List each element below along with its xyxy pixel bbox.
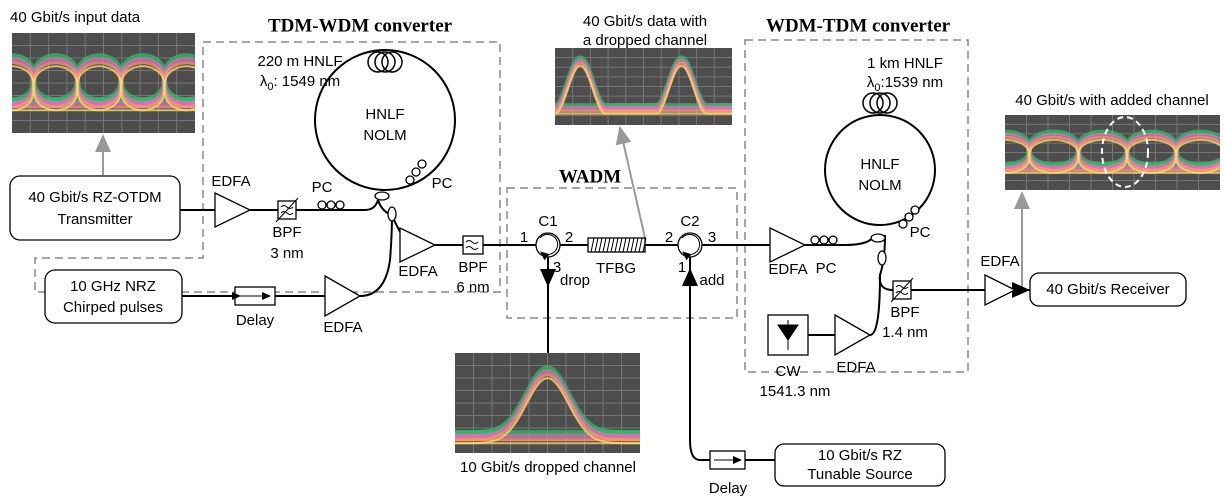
label: 2	[565, 229, 573, 246]
label: PC	[910, 224, 931, 241]
monitor-arrow	[620, 128, 645, 238]
label: 3 nm	[270, 245, 303, 262]
box-label: 40 Gbit/s RZ-OTDM	[28, 189, 161, 206]
label: EDFA	[980, 253, 1019, 270]
cw-laser	[768, 315, 808, 355]
label: λ0: 1549 nm	[260, 73, 340, 93]
eye-label: 40 Gbit/s with added channel	[1015, 92, 1208, 109]
eye-diagram	[455, 353, 640, 453]
eye-diagram	[555, 48, 732, 125]
label: BPF	[272, 224, 301, 241]
label: 1	[520, 229, 528, 246]
label: 2	[665, 229, 673, 246]
label: 1	[678, 259, 686, 276]
label: C1	[538, 213, 557, 230]
box-label: 10 GHz NRZ	[70, 278, 156, 295]
label: BPF	[458, 259, 487, 276]
label: PC	[312, 179, 333, 196]
label: HNLF	[860, 156, 899, 173]
label: add	[699, 272, 724, 289]
label: HNLF	[365, 106, 404, 123]
label: EDFA	[398, 263, 437, 280]
label: EDFA	[211, 173, 250, 190]
label: EDFA	[836, 359, 875, 376]
label: : 1549 nm	[273, 73, 340, 90]
box-label: 10 Gbit/s RZ	[818, 447, 902, 464]
eye-diagram	[1005, 115, 1220, 190]
eye-label: 40 Gbit/s data with	[583, 13, 707, 30]
label: :1539 nm	[881, 74, 944, 91]
label: 1.4 nm	[882, 324, 928, 341]
label: Delay	[709, 480, 748, 497]
label: PC	[432, 175, 453, 192]
grating	[588, 238, 646, 252]
box-label: Transmitter	[57, 211, 132, 228]
label: 1 km HNLF	[867, 55, 943, 72]
label: 6 nm	[456, 279, 489, 296]
box-label: 40 Gbit/s Receiver	[1046, 281, 1169, 298]
eye-label: 40 Gbit/s input data	[10, 9, 141, 26]
label: EDFA	[768, 261, 807, 278]
label: TFBG	[596, 260, 636, 277]
label: PC	[816, 260, 837, 277]
box-label: Chirped pulses	[63, 299, 163, 316]
label: NOLM	[858, 177, 901, 194]
label: 220 m HNLF	[257, 53, 342, 70]
section-title: WDM-TDM converter	[766, 15, 951, 36]
label: C2	[680, 213, 699, 230]
label: EDFA	[323, 319, 362, 336]
label: BPF	[890, 304, 919, 321]
section-title: TDM-WDM converter	[268, 15, 453, 36]
eye-diagram	[12, 33, 195, 133]
label: 1541.3 nm	[760, 383, 831, 400]
coupler	[375, 192, 886, 265]
label: NOLM	[363, 127, 406, 144]
label: drop	[560, 272, 590, 289]
label: 3	[708, 229, 716, 246]
eye-label: 10 Gbit/s dropped channel	[460, 459, 636, 476]
label: λ0:1539 nm	[867, 74, 943, 94]
label: CW	[776, 363, 802, 380]
diagram: 40 Gbit/s input data 40 Gbit/s data with…	[0, 0, 1224, 499]
eye-label: a dropped channel	[583, 32, 707, 49]
section-title: WADM	[559, 166, 621, 187]
label: Delay	[236, 312, 275, 329]
transmitter-box	[10, 176, 180, 240]
box-label: Tunable Source	[807, 466, 912, 483]
